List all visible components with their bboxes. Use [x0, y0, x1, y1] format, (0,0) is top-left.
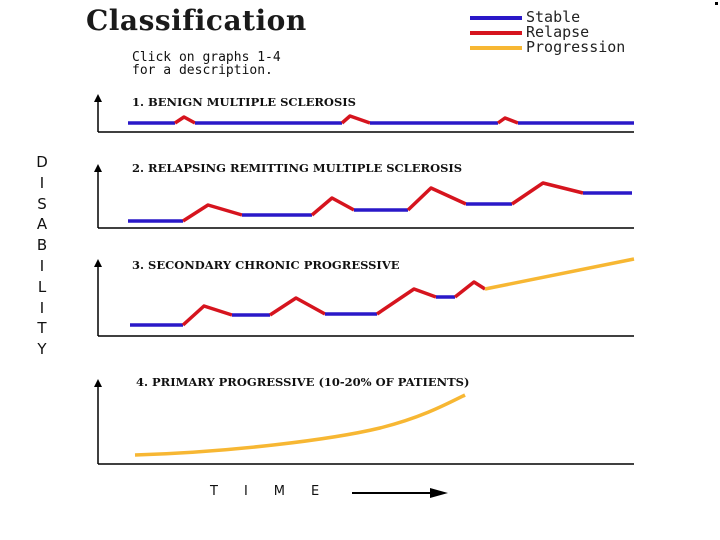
y-axis-label-letter: L: [37, 277, 47, 296]
graph-2-relapse-segment: [406, 186, 467, 212]
graph-3-axes: [94, 259, 634, 337]
graph-4-axes: [94, 379, 634, 465]
graph-3[interactable]: [130, 257, 635, 327]
graph-3-relapse-segment: [181, 304, 233, 327]
y-axis-label-letter: T: [37, 319, 47, 338]
legend-label-progression: Progression: [526, 38, 626, 56]
graph-3-progression-segment: [484, 257, 635, 291]
y-axis-label-letter: D: [36, 153, 48, 171]
graph-2-label[interactable]: 2. RELAPSING REMITTING MULTIPLE SCLEROSI…: [132, 161, 463, 175]
instructions: Click on graphs 1-4 for a description.: [132, 51, 281, 77]
y-axis-label-letter: S: [37, 194, 47, 213]
legend-label-relapse: Relapse: [526, 23, 590, 41]
graph-2-relapse-segment: [310, 196, 355, 217]
graph-1-y-arrow: [94, 94, 102, 102]
graph-2-relapse-segment: [511, 181, 584, 206]
legend-label-stable: Stable: [526, 8, 581, 26]
graph-4-label[interactable]: 4. PRIMARY PROGRESSIVE (10-20% OF PATIEN…: [136, 375, 470, 389]
y-axis-label-letter: B: [36, 236, 48, 255]
graph-1-label[interactable]: 1. BENIGN MULTIPLE SCLEROSIS: [132, 95, 356, 109]
x-axis-label: TIME: [210, 484, 346, 499]
legend-swatch-stable: [470, 16, 522, 20]
graph-3-y-arrow: [94, 259, 102, 267]
time-arrow: [352, 488, 448, 498]
graph-4-progression-curve: [134, 393, 466, 457]
page-title: Classification: [86, 4, 307, 37]
corner-mark: [715, 2, 718, 5]
graph-4-y-arrow: [94, 379, 102, 387]
instructions-line-1: Click on graphs 1-4: [132, 50, 281, 65]
graph-4[interactable]: [134, 393, 466, 457]
y-axis-label-letter: I: [39, 173, 45, 192]
graph-1-relapse-segment: [340, 114, 371, 125]
graph-2-y-arrow: [94, 164, 102, 172]
graph-2[interactable]: [128, 181, 632, 223]
time-arrow-head: [430, 488, 448, 498]
graph-2-axes: [94, 164, 634, 229]
graph-3-relapse-segment: [376, 287, 437, 316]
graph-1-axes: [94, 94, 634, 133]
y-axis-label-letter: Y: [37, 340, 47, 359]
y-axis-label-letter: I: [39, 298, 45, 317]
graph-2-relapse-segment: [182, 203, 243, 223]
graph-1-relapse-segment: [496, 116, 519, 125]
graph-3-relapse-segment: [453, 280, 486, 299]
instructions-line-2: for a description.: [132, 63, 273, 78]
graph-1-relapse-segment: [174, 115, 196, 125]
graph-3-relapse-segment: [269, 296, 326, 317]
graph-3-label[interactable]: 3. SECONDARY CHRONIC PROGRESSIVE: [132, 258, 400, 272]
graph-1[interactable]: [128, 114, 634, 125]
y-axis-label-letter: I: [39, 256, 45, 275]
legend-swatch-progression: [470, 46, 522, 50]
legend-swatch-relapse: [470, 31, 522, 35]
y-axis-label-letter: A: [36, 215, 48, 234]
